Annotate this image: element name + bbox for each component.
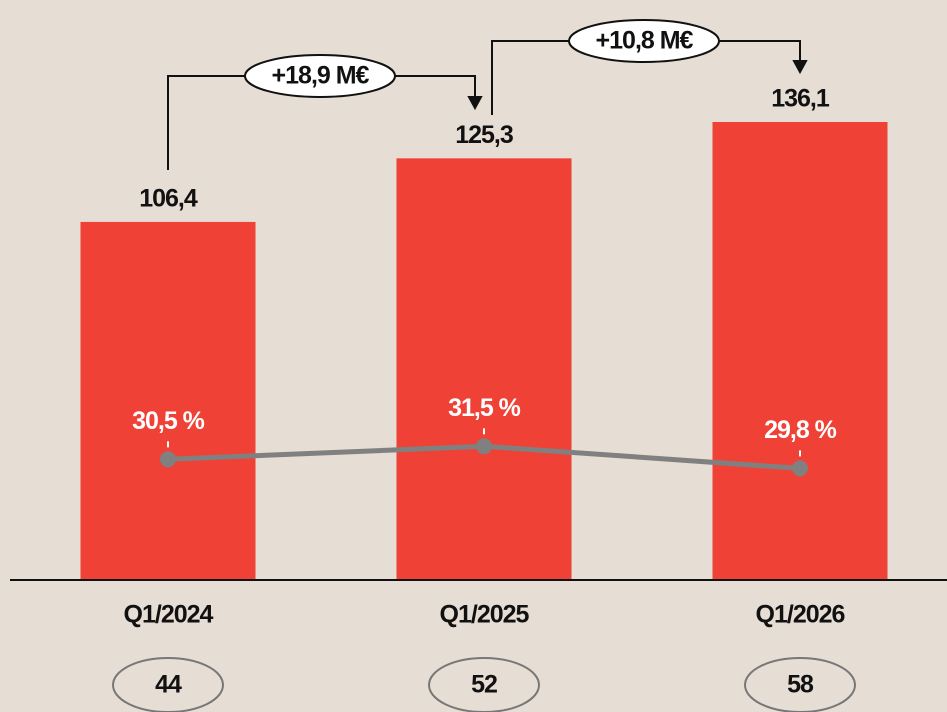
footer-value: 52 [471,671,497,699]
x-tick-label: Q1/2025 [440,601,530,629]
bar [712,122,888,580]
point [160,451,176,468]
bar [80,221,256,581]
point-label: 30,5 % [132,407,205,435]
annotation-1 [167,54,483,170]
point-label: 29,8 % [764,416,837,444]
footer-oval [428,657,540,712]
point-label: 31,5 % [448,394,521,422]
annotation-oval [568,19,720,63]
annotation-2 [491,19,808,115]
point [792,460,808,477]
bar [396,158,572,580]
value-label: 125,3 [455,121,513,149]
x-tick-label: Q1/2024 [124,601,214,629]
value-label: 106,4 [139,185,198,213]
x-tick-label: Q1/2026 [756,601,845,629]
footer-value: 44 [155,671,182,699]
point [476,438,492,455]
footer-oval [112,657,224,712]
arrow-head [467,96,483,111]
annotation-label: +10,8 M€ [596,27,694,55]
annotation-oval [244,54,396,98]
footer-oval [744,657,856,712]
value-label: 136,1 [771,85,830,113]
footer-value: 58 [787,671,814,699]
arrow-head [792,60,808,75]
annotation-label: +18,9 M€ [272,62,370,90]
